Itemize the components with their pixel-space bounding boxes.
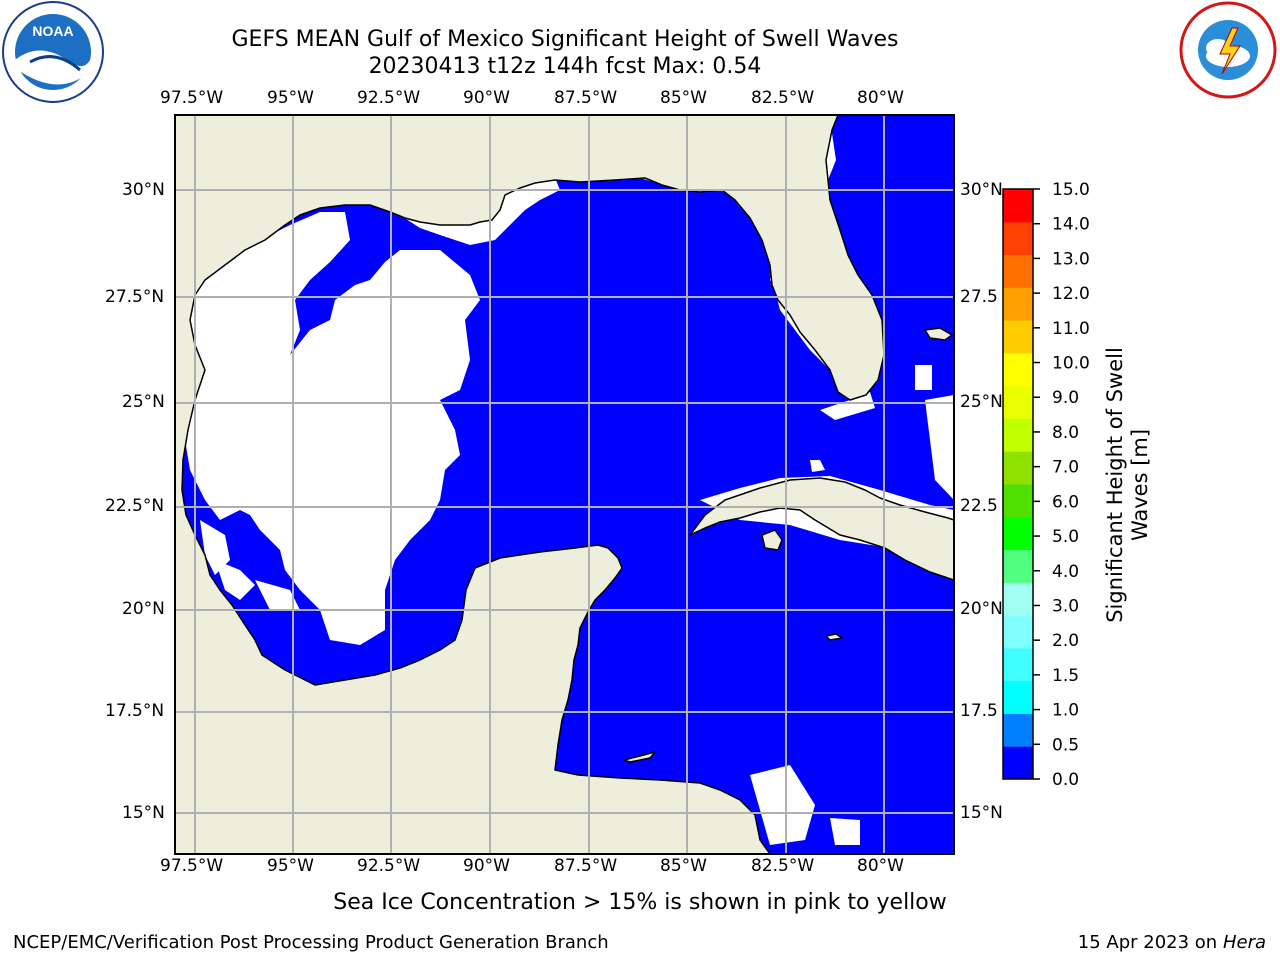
colorbar-segment xyxy=(1003,582,1033,616)
footer-date-text: 15 Apr 2023 on xyxy=(1077,932,1223,953)
colorbar-tick-label: 4.0 xyxy=(1052,562,1079,582)
lat-label-right: 20°N xyxy=(960,599,1003,619)
colorbar-tick-label: 3.0 xyxy=(1052,596,1079,616)
colorbar-segment xyxy=(1003,746,1033,780)
lon-label-top: 82.5°W xyxy=(751,88,815,108)
colorbar-segment xyxy=(1003,352,1033,387)
colorbar-tick-label: 1.5 xyxy=(1052,666,1079,686)
footer-credit: NCEP/EMC/Verification Post Processing Pr… xyxy=(13,932,609,953)
lat-label-right: 15°N xyxy=(960,803,1003,823)
lon-label-top: 90°W xyxy=(463,88,510,108)
land-swan xyxy=(623,751,656,763)
colorbar-tick-label: 0.5 xyxy=(1052,735,1079,755)
footer-date: 15 Apr 2023 on Hera xyxy=(1078,932,1266,953)
colorbar-tick-label: 6.0 xyxy=(1052,492,1079,512)
lat-label-right: 30°N xyxy=(960,180,1003,200)
lon-label-top: 85°W xyxy=(660,88,707,108)
colorbar-segment xyxy=(1003,254,1033,288)
lat-label-left: 15°N xyxy=(122,803,165,823)
footer-host: Hera xyxy=(1222,932,1266,953)
map-gridlines xyxy=(175,115,954,854)
land-cuba xyxy=(689,477,954,581)
colorbar-title-line1: Significant Height of Swell xyxy=(1103,347,1127,623)
colorbar-tick-label: 13.0 xyxy=(1052,249,1090,269)
colorbar-tick-label: 11.0 xyxy=(1052,319,1090,339)
lon-label-bottom: 95°W xyxy=(267,856,314,876)
lon-label-bottom: 97.5°W xyxy=(160,856,224,876)
land-isla-juventud xyxy=(761,529,783,551)
lat-label-left: 25°N xyxy=(122,392,165,412)
colorbar-tick-label: 15.0 xyxy=(1052,180,1090,200)
lon-label-top: 95°W xyxy=(267,88,314,108)
colorbar-segment xyxy=(1003,418,1033,452)
colorbar-segment xyxy=(1003,320,1033,354)
lat-label-left: 17.5°N xyxy=(105,701,165,721)
colorbar-segment xyxy=(1003,647,1033,682)
colorbar-tick-label: 0.0 xyxy=(1052,770,1079,790)
colorbar-segment xyxy=(1003,713,1033,747)
lon-label-bottom: 82.5°W xyxy=(751,856,815,876)
nws-logo xyxy=(1179,1,1277,99)
colorbar-segment xyxy=(1003,189,1033,223)
lat-label-left: 20°N xyxy=(122,599,165,619)
colorbar-tick-label: 5.0 xyxy=(1052,527,1079,547)
lat-label-right: 22.5 xyxy=(960,496,998,516)
lon-label-bottom: 80°W xyxy=(857,856,904,876)
lat-label-right: 25°N xyxy=(960,392,1003,412)
colorbar-segment xyxy=(1003,549,1033,583)
colorbar-tick-label: 9.0 xyxy=(1052,388,1079,408)
colorbar-segment xyxy=(1003,451,1033,485)
lat-label-left: 27.5°N xyxy=(105,287,165,307)
lat-label-left: 22.5°N xyxy=(105,496,165,516)
lon-label-bottom: 92.5°W xyxy=(357,856,421,876)
sea-ice-note: Sea Ice Concentration > 15% is shown in … xyxy=(333,890,947,915)
colorbar-title-line2: Waves [m] xyxy=(1128,428,1152,542)
colorbar-tick-label: 12.0 xyxy=(1052,284,1090,304)
colorbar-segment xyxy=(1003,680,1033,714)
colorbar-tick-label: 8.0 xyxy=(1052,423,1079,443)
colorbar-segment xyxy=(1003,385,1033,419)
map-frame xyxy=(174,114,955,855)
map-subtitle: 20230413 t12z 144h fcst Max: 0.54 xyxy=(368,54,762,79)
lat-label-right: 27.5 xyxy=(960,287,998,307)
land-bahamas xyxy=(924,327,953,341)
colorbar-tick-label: 2.0 xyxy=(1052,631,1079,651)
lon-label-top: 92.5°W xyxy=(357,88,421,108)
lat-label-left: 30°N xyxy=(122,180,165,200)
lon-label-bottom: 87.5°W xyxy=(554,856,618,876)
colorbar-segment xyxy=(1003,615,1033,649)
land-cayman xyxy=(825,633,843,641)
noaa-logo: NOAA xyxy=(2,1,104,103)
colorbar-frame xyxy=(1002,188,1034,780)
colorbar-segment xyxy=(1003,287,1033,321)
lon-label-top: 80°W xyxy=(857,88,904,108)
colorbar-segment xyxy=(1003,221,1033,256)
noaa-logo-text: NOAA xyxy=(32,23,73,39)
colorbar-tick-label: 10.0 xyxy=(1052,354,1090,374)
colorbar-segment xyxy=(1003,484,1033,518)
colorbar-tick-label: 14.0 xyxy=(1052,215,1090,235)
colorbar-segment xyxy=(1003,516,1033,551)
lon-label-top: 87.5°W xyxy=(554,88,618,108)
map-panel xyxy=(174,114,955,855)
colorbar-tick-label: 7.0 xyxy=(1052,458,1079,478)
colorbar-tick-label: 1.0 xyxy=(1052,701,1079,721)
map-title: GEFS MEAN Gulf of Mexico Significant Hei… xyxy=(231,27,899,52)
colorbar: 0.0 0.5 1.0 1.5 2.0 3.0 4.0 5.0 6.0 7.0 8.0 9.0 10.0… xyxy=(1002,180,1090,790)
lon-label-top: 97.5°W xyxy=(160,88,224,108)
lon-label-bottom: 90°W xyxy=(463,856,510,876)
lat-label-right: 17.5 xyxy=(960,701,998,721)
lon-label-bottom: 85°W xyxy=(660,856,707,876)
